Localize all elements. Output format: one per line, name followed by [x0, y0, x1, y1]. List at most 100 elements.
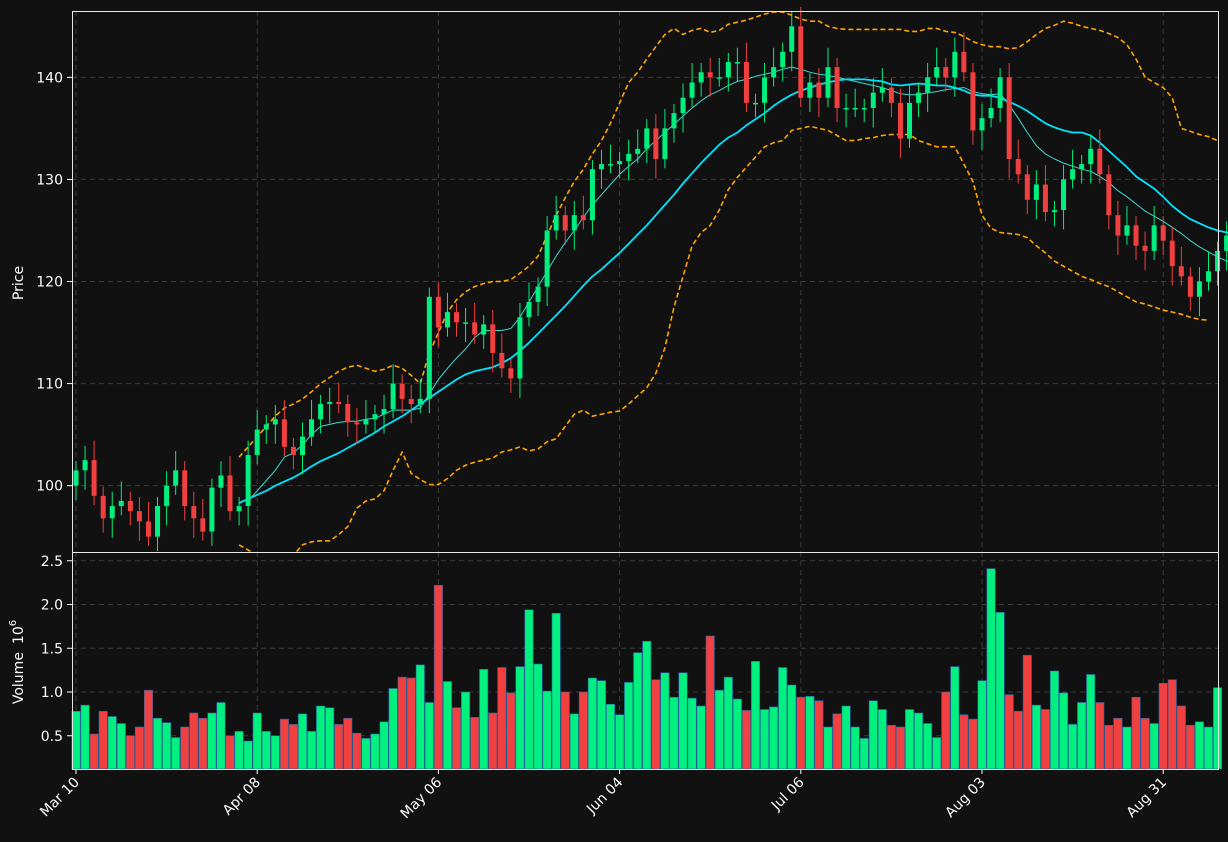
candle-body [653, 128, 659, 160]
volume-bar [388, 688, 398, 770]
volume-bar [524, 609, 534, 770]
volume-bar [180, 726, 190, 770]
volume-bar [452, 707, 462, 770]
candle-body [907, 102, 913, 139]
volume-bar [705, 635, 715, 770]
candle-body [807, 82, 813, 98]
volume-bar [1194, 721, 1204, 770]
candle-body [879, 87, 885, 93]
volume-bar [506, 692, 516, 770]
volume-bar [442, 681, 452, 770]
volume-axis-unit-base: 10 [11, 626, 27, 644]
candle-body [608, 164, 614, 166]
volume-bar [415, 664, 425, 770]
candle-body [408, 398, 414, 404]
price-y-axis: 100 110 120 130 140 [36, 70, 72, 495]
candle-body [281, 419, 287, 447]
candle-body [707, 72, 713, 78]
candle-body [327, 401, 333, 404]
volume-bar [868, 700, 878, 770]
candle-body [127, 500, 133, 512]
candle-body [961, 51, 967, 73]
candle-body [861, 107, 867, 110]
volume-bar [741, 710, 751, 770]
volume-bar [1013, 710, 1023, 770]
candle-body [1070, 169, 1076, 180]
candle-body [290, 446, 296, 456]
volume-bar [470, 717, 480, 770]
candle-body [934, 67, 940, 78]
volume-bar [361, 738, 371, 770]
candle-body [979, 118, 985, 131]
candle-body [1124, 225, 1130, 236]
candle-body [417, 398, 423, 404]
candle-body [626, 153, 632, 162]
candle-body [118, 500, 124, 507]
volume-bar [1077, 702, 1087, 770]
candle-body [272, 419, 278, 425]
volume-tick-label: 1.0 [41, 685, 63, 701]
volume-bar [977, 680, 987, 770]
price-tick-label: 140 [36, 70, 63, 86]
candle-body [1160, 225, 1166, 241]
candle-body [689, 82, 695, 98]
volume-tick-label: 0.5 [41, 729, 63, 745]
candle-body [698, 72, 704, 83]
volume-bar [297, 713, 307, 770]
volume-bar [642, 640, 652, 770]
candle-body [200, 518, 206, 532]
candle-body [227, 475, 233, 512]
volume-axis-title-text: Volume [11, 652, 27, 704]
volume-bar [723, 676, 733, 770]
volume-bar [397, 676, 407, 770]
volume-bar [1031, 704, 1041, 770]
volume-bar [905, 709, 915, 770]
candle-body [535, 286, 541, 302]
candle-body [1151, 225, 1157, 251]
volume-bar [243, 740, 253, 770]
price-tick-label: 130 [36, 172, 63, 188]
volume-bar [941, 691, 951, 770]
candle-body [73, 470, 79, 486]
volume-bar [696, 705, 706, 770]
volume-axis-title: Volume 106 [8, 620, 27, 704]
volume-bar [596, 680, 606, 770]
candle-body [1097, 148, 1103, 175]
candle-body [463, 322, 469, 324]
candle-body [454, 312, 460, 323]
volume-bar [1122, 726, 1132, 770]
volume-bar [814, 700, 824, 770]
candle-body [82, 460, 88, 471]
candle-body [825, 67, 831, 98]
volume-bar [461, 691, 471, 770]
volume-bar [125, 735, 135, 770]
volume-bar [1104, 724, 1114, 770]
volume-bar [651, 679, 661, 770]
candle-body [852, 107, 858, 110]
candle-body [444, 312, 450, 328]
volume-bar [787, 684, 797, 770]
volume-bar [841, 705, 851, 770]
candle-body [100, 495, 106, 519]
candle-body [1051, 210, 1057, 213]
sma-long-line [238, 78, 1228, 504]
candle-body [598, 164, 604, 170]
candle-body [870, 92, 876, 108]
candle-body [1024, 174, 1030, 200]
candle-body [771, 67, 777, 78]
volume-bar [959, 714, 969, 770]
candle-body [254, 429, 260, 456]
volume-bar [1213, 687, 1223, 770]
volume-bar [968, 718, 978, 770]
volume-bar [995, 612, 1005, 770]
candle-body [191, 506, 197, 519]
candle-body [671, 113, 677, 129]
volume-bar [261, 731, 271, 770]
volume-y-axis: 0.5 1.0 1.5 2.0 2.5 [41, 554, 72, 745]
volume-bar [560, 691, 570, 770]
volume-axis-unit-exponent: 6 [8, 620, 19, 626]
volume-bar [307, 731, 317, 770]
candle-body [345, 403, 351, 423]
volume-bar [1113, 717, 1123, 770]
candle-body [888, 87, 894, 103]
